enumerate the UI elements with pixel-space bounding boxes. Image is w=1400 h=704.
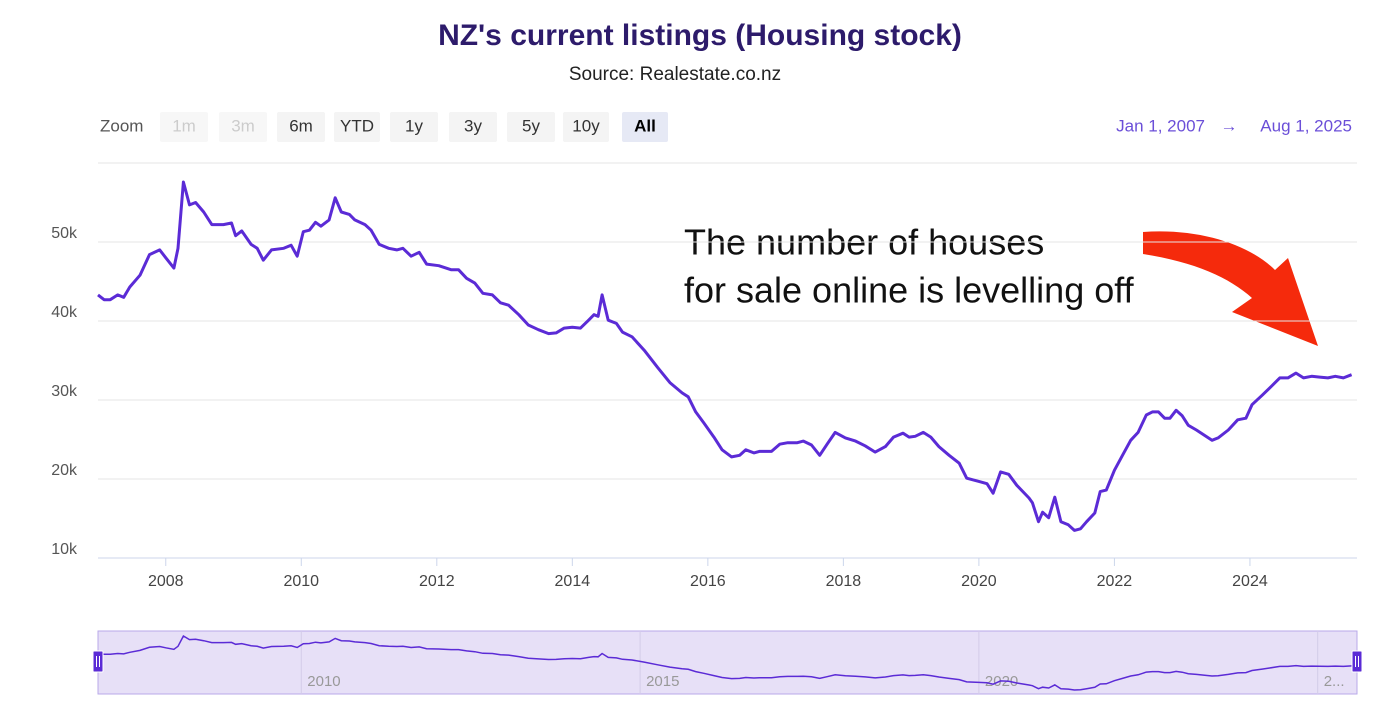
zoom-button-label: 3m: [231, 116, 255, 135]
navigator-tick-label: 2...: [1324, 673, 1345, 690]
annotation-arrow: [1143, 231, 1318, 346]
x-tick-label: 2018: [826, 573, 862, 590]
zoom-button-label[interactable]: YTD: [340, 116, 374, 135]
range-arrow: →: [1221, 116, 1238, 135]
x-tick-label: 2012: [419, 573, 455, 590]
chart-subtitle: Source: Realestate.co.nz: [569, 64, 781, 85]
x-tick-label: 2010: [283, 573, 319, 590]
zoom-button[interactable]: [563, 112, 609, 142]
zoom-button-label: 1m: [172, 116, 196, 135]
navigator-line: [97, 634, 1352, 691]
range-start[interactable]: Jan 1, 2007: [1116, 116, 1205, 135]
zoom-button[interactable]: [449, 112, 497, 142]
navigator-tick-label: 2015: [646, 673, 679, 690]
zoom-button-label[interactable]: 10y: [572, 116, 600, 135]
navigator-tick-label: 2010: [307, 673, 340, 690]
zoom-button[interactable]: [622, 112, 668, 142]
x-tick-label: 2020: [961, 573, 997, 590]
zoom-button-label[interactable]: 3y: [464, 116, 482, 135]
x-tick-label: 2014: [555, 573, 591, 590]
zoom-button[interactable]: [334, 112, 380, 142]
range-end[interactable]: Aug 1, 2025: [1260, 116, 1352, 135]
navigator-handle[interactable]: [1351, 650, 1363, 673]
navigator-mask: [97, 630, 1358, 695]
zoom-button-label[interactable]: All: [634, 116, 656, 135]
zoom-button[interactable]: [277, 112, 325, 142]
zoom-button[interactable]: [390, 112, 438, 142]
x-tick-label: 2022: [1097, 573, 1133, 590]
x-tick-label: 2008: [148, 573, 184, 590]
zoom-button-label[interactable]: 6m: [289, 116, 313, 135]
annotation: for sale online is levelling off: [684, 270, 1135, 311]
zoom-button-label[interactable]: 5y: [522, 116, 540, 135]
x-tick-label: 2016: [690, 573, 726, 590]
y-tick-label: 30k: [51, 383, 78, 400]
y-tick-label: 50k: [51, 225, 78, 242]
zoom-button: [219, 112, 267, 142]
zoom-button: [160, 112, 208, 142]
zoom-button-label[interactable]: 1y: [405, 116, 423, 135]
chart-title: NZ's current listings (Housing stock): [438, 19, 962, 52]
navigator-handle[interactable]: [92, 650, 104, 673]
data-line: [97, 180, 1353, 532]
zoom-button[interactable]: [507, 112, 555, 142]
y-tick-label: 20k: [51, 462, 78, 479]
zoom-label: Zoom: [100, 116, 143, 135]
x-tick-label: 2024: [1232, 573, 1268, 590]
y-tick-label: 40k: [51, 304, 78, 321]
y-tick-label: 10k: [51, 541, 78, 558]
